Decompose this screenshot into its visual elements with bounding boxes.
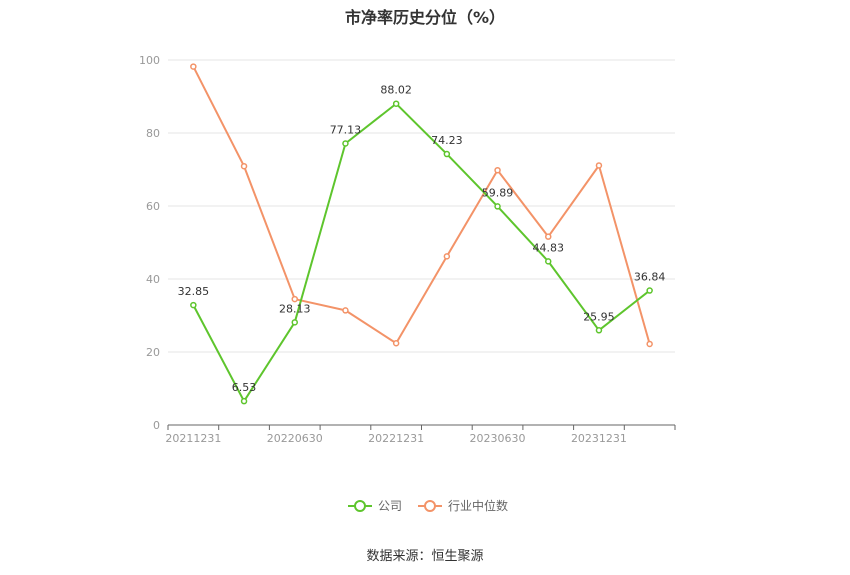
data-label: 74.23 xyxy=(431,134,463,147)
data-point xyxy=(545,258,552,265)
data-point xyxy=(392,100,400,107)
legend-marker-1 xyxy=(424,500,436,512)
data-label: 32.85 xyxy=(178,285,210,298)
data-point xyxy=(595,327,603,334)
data-point xyxy=(342,140,349,147)
data-label: 25.95 xyxy=(583,310,615,323)
data-label: 88.02 xyxy=(380,84,412,97)
data-point xyxy=(443,150,451,158)
data-point xyxy=(291,295,298,303)
data-point xyxy=(494,203,501,210)
data-point xyxy=(392,339,400,347)
data-point xyxy=(190,63,197,70)
legend-label-0: 公司 xyxy=(378,499,402,513)
data-label: 59.89 xyxy=(482,186,514,199)
legend-marker-0 xyxy=(354,500,366,512)
data-point xyxy=(494,166,501,174)
data-point xyxy=(443,253,451,260)
y-tick-label: 40 xyxy=(146,273,160,286)
x-tick-label: 20220630 xyxy=(267,432,323,445)
data-point xyxy=(646,287,653,294)
x-tick-label: 20231231 xyxy=(571,432,627,445)
series-line-0 xyxy=(192,102,651,403)
data-point xyxy=(190,301,197,309)
y-tick-label: 0 xyxy=(153,419,160,432)
legend: 公司 行业中位数 xyxy=(348,498,508,513)
x-tick-label: 20230630 xyxy=(470,432,526,445)
y-tick-label: 80 xyxy=(146,127,160,140)
y-tick-label: 60 xyxy=(146,200,160,213)
data-label: 6.53 xyxy=(232,381,257,394)
data-point xyxy=(646,340,653,348)
series-line-1 xyxy=(192,66,651,345)
data-point xyxy=(240,162,248,170)
data-point xyxy=(240,397,248,405)
data-labels: 32.85 6.53 28.13 77.13 88.02 74.23 59.89 44.83 2… xyxy=(178,84,666,394)
x-tick-label: 20211231 xyxy=(165,432,221,445)
data-label: 36.84 xyxy=(634,271,666,284)
y-tick-label: 20 xyxy=(146,346,160,359)
data-label: 44.83 xyxy=(533,241,565,254)
data-point xyxy=(545,233,552,240)
data-point xyxy=(342,307,349,314)
grid-lines xyxy=(168,59,675,353)
source-note: 数据来源：恒生聚源 xyxy=(366,549,484,564)
legend-label-1: 行业中位数 xyxy=(448,498,508,513)
data-label: 77.13 xyxy=(330,123,362,136)
chart-title: 市净率历史分位（%） xyxy=(344,8,506,27)
data-point xyxy=(291,319,298,326)
series-lines xyxy=(190,63,653,405)
y-axis-ticks: 0 20 40 60 80 100 xyxy=(139,54,160,432)
y-tick-label: 100 xyxy=(139,54,160,67)
x-tick-label: 20221231 xyxy=(368,432,424,445)
x-axis: 20211231 20220630 20221231 20230630 20231231 xyxy=(165,424,676,445)
data-label: 28.13 xyxy=(279,302,311,315)
data-point xyxy=(595,162,603,169)
